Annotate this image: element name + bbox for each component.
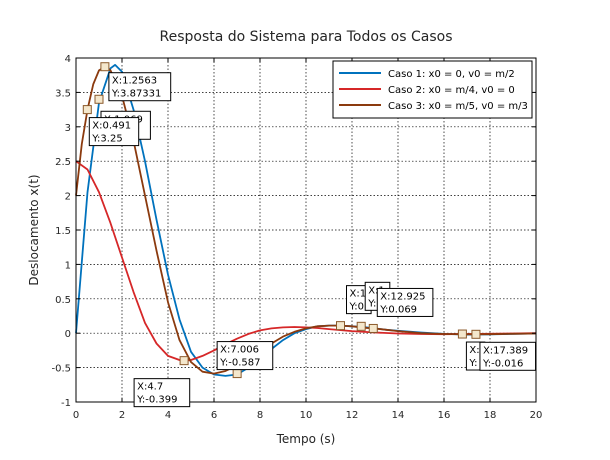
datatip-x-label: X:1 bbox=[368, 285, 385, 296]
datatip-marker bbox=[179, 356, 189, 366]
datatips: X:1.2563Y:3.87331X:1.069Y:3.7X:0.491Y:3.… bbox=[82, 62, 537, 408]
y-axis-label: Deslocamento x(t) bbox=[27, 174, 41, 285]
x-tick-label: 16 bbox=[438, 410, 451, 421]
x-tick-label: 20 bbox=[530, 410, 543, 421]
y-tick-label: 1.5 bbox=[55, 226, 71, 237]
datatip-x-label: X:1.2563 bbox=[112, 76, 157, 87]
y-tick-label: -1 bbox=[61, 398, 71, 409]
chart-title: Resposta do Sistema para Todos os Casos bbox=[159, 29, 452, 45]
datatip-x-label: X:12.925 bbox=[380, 291, 425, 302]
y-tick-label: 2.5 bbox=[55, 157, 71, 168]
y-tick-label: -0.5 bbox=[51, 364, 71, 375]
datatip-box bbox=[108, 72, 172, 102]
datatip-y-label: Y:-0.016 bbox=[482, 358, 523, 369]
datatip-marker bbox=[471, 329, 481, 339]
legend: Caso 1: x0 = 0, v0 = m/2 Caso 2: x0 = m/… bbox=[332, 60, 533, 119]
datatip-y-label: Y: bbox=[468, 358, 477, 369]
legend-entry-caso-3: Caso 3: x0 = m/5, v0 = m/3 bbox=[388, 101, 528, 112]
series-line-caso-2 bbox=[75, 160, 537, 362]
datatip-box bbox=[88, 117, 140, 147]
x-axis-label: Tempo (s) bbox=[276, 432, 336, 446]
datatip-x-label: X:0.491 bbox=[92, 121, 131, 132]
datatip-y-label: Y:0.069 bbox=[379, 304, 417, 315]
x-tick-label: 0 bbox=[73, 410, 79, 421]
x-tick-label: 12 bbox=[346, 410, 359, 421]
datatip-y-label: Y:0 bbox=[367, 298, 383, 309]
datatip-y-label: Y:-0.587 bbox=[219, 358, 260, 369]
x-tick-label: 6 bbox=[211, 410, 217, 421]
datatip-x-label: X:4.7 bbox=[137, 382, 163, 393]
datatip-marker bbox=[100, 62, 110, 72]
y-tick-label: 1 bbox=[65, 260, 71, 271]
y-tick-label: 4 bbox=[65, 54, 71, 65]
x-tick-label: 4 bbox=[165, 410, 171, 421]
y-tick-label: 2 bbox=[65, 192, 71, 203]
datatip-x-label: X: bbox=[469, 345, 479, 356]
datatip-x-label: X:17.389 bbox=[483, 345, 528, 356]
datatip-y-label: Y:-0.399 bbox=[136, 395, 177, 406]
x-tick-label: 18 bbox=[484, 410, 497, 421]
datatip-x-label: X:7.006 bbox=[220, 345, 259, 356]
datatip-box bbox=[216, 341, 274, 371]
legend-entry-caso-2: Caso 2: x0 = m/4, v0 = 0 bbox=[388, 85, 515, 96]
datatip-box bbox=[376, 287, 434, 317]
x-tick-label: 14 bbox=[392, 410, 405, 421]
datatip-y-label: Y:3.25 bbox=[91, 134, 122, 145]
datatip-y-label: Y:3.87331 bbox=[111, 89, 162, 100]
datatip-marker bbox=[82, 105, 92, 115]
y-tick-label: 3.5 bbox=[55, 88, 71, 99]
x-tick-label: 2 bbox=[119, 410, 125, 421]
datatip-marker bbox=[232, 369, 242, 379]
x-tick-label: 10 bbox=[300, 410, 313, 421]
datatip-marker bbox=[94, 94, 104, 104]
datatip-marker bbox=[368, 323, 378, 333]
datatip-x-label: X:1 bbox=[350, 289, 367, 300]
datatip-box bbox=[479, 341, 537, 371]
datatip-marker bbox=[356, 321, 366, 331]
legend-entry-caso-1: Caso 1: x0 = 0, v0 = m/2 bbox=[388, 69, 515, 80]
y-tick-label: 0 bbox=[65, 329, 71, 340]
datatip-y-label: Y:0 bbox=[349, 302, 365, 313]
datatip-box bbox=[133, 378, 191, 408]
axis-ticks: 0 2 4 6 8 10 12 14 16 18 20 -1 -0.5 0 0.5 1 1.5 2 2.5 3 3.5 4 bbox=[51, 54, 542, 421]
datatip-marker bbox=[457, 329, 467, 339]
y-tick-label: 0.5 bbox=[55, 295, 71, 306]
x-tick-label: 8 bbox=[257, 410, 263, 421]
datatip-marker bbox=[336, 321, 345, 331]
y-tick-label: 3 bbox=[65, 123, 71, 134]
